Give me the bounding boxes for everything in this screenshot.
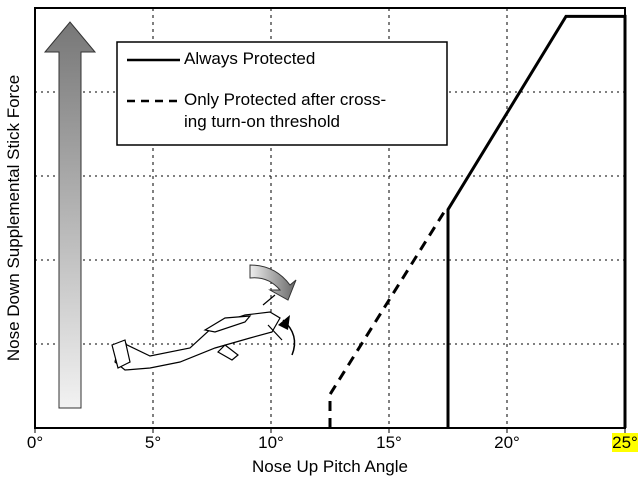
legend-item: Only Protected after cross- ing turn-on …: [184, 90, 387, 131]
rotation-arrow: [249, 264, 297, 301]
legend-item: Always Protected: [184, 49, 316, 68]
x-tick-label: 15°: [376, 433, 402, 452]
legend-label: Always Protected: [184, 49, 316, 68]
x-tick-label: 10°: [258, 433, 284, 452]
tick-highlight: [612, 433, 638, 452]
series-line: [328, 208, 447, 428]
legend-entries: Always Protected Only Protected after cro…: [127, 49, 387, 131]
pitch-arrowhead: [278, 315, 290, 330]
x-ticks: 0° 5° 10° 15° 20° 25°: [27, 428, 638, 452]
x-axis-label: Nose Up Pitch Angle: [252, 457, 408, 476]
legend-label: Only Protected after cross- ing turn-on …: [184, 90, 387, 131]
x-tick-label: 5°: [145, 433, 161, 452]
series-line: [446, 14, 627, 428]
airplane: [111, 294, 283, 371]
lines: [328, 14, 627, 428]
force-arrow: [43, 21, 97, 409]
y-axis-label: Nose Down Supplemental Stick Force: [4, 75, 23, 361]
x-tick-label: 25°: [612, 433, 638, 452]
legend: [116, 41, 448, 146]
x-tick-label: 20°: [494, 433, 520, 452]
x-tick-label: 0°: [27, 433, 43, 452]
